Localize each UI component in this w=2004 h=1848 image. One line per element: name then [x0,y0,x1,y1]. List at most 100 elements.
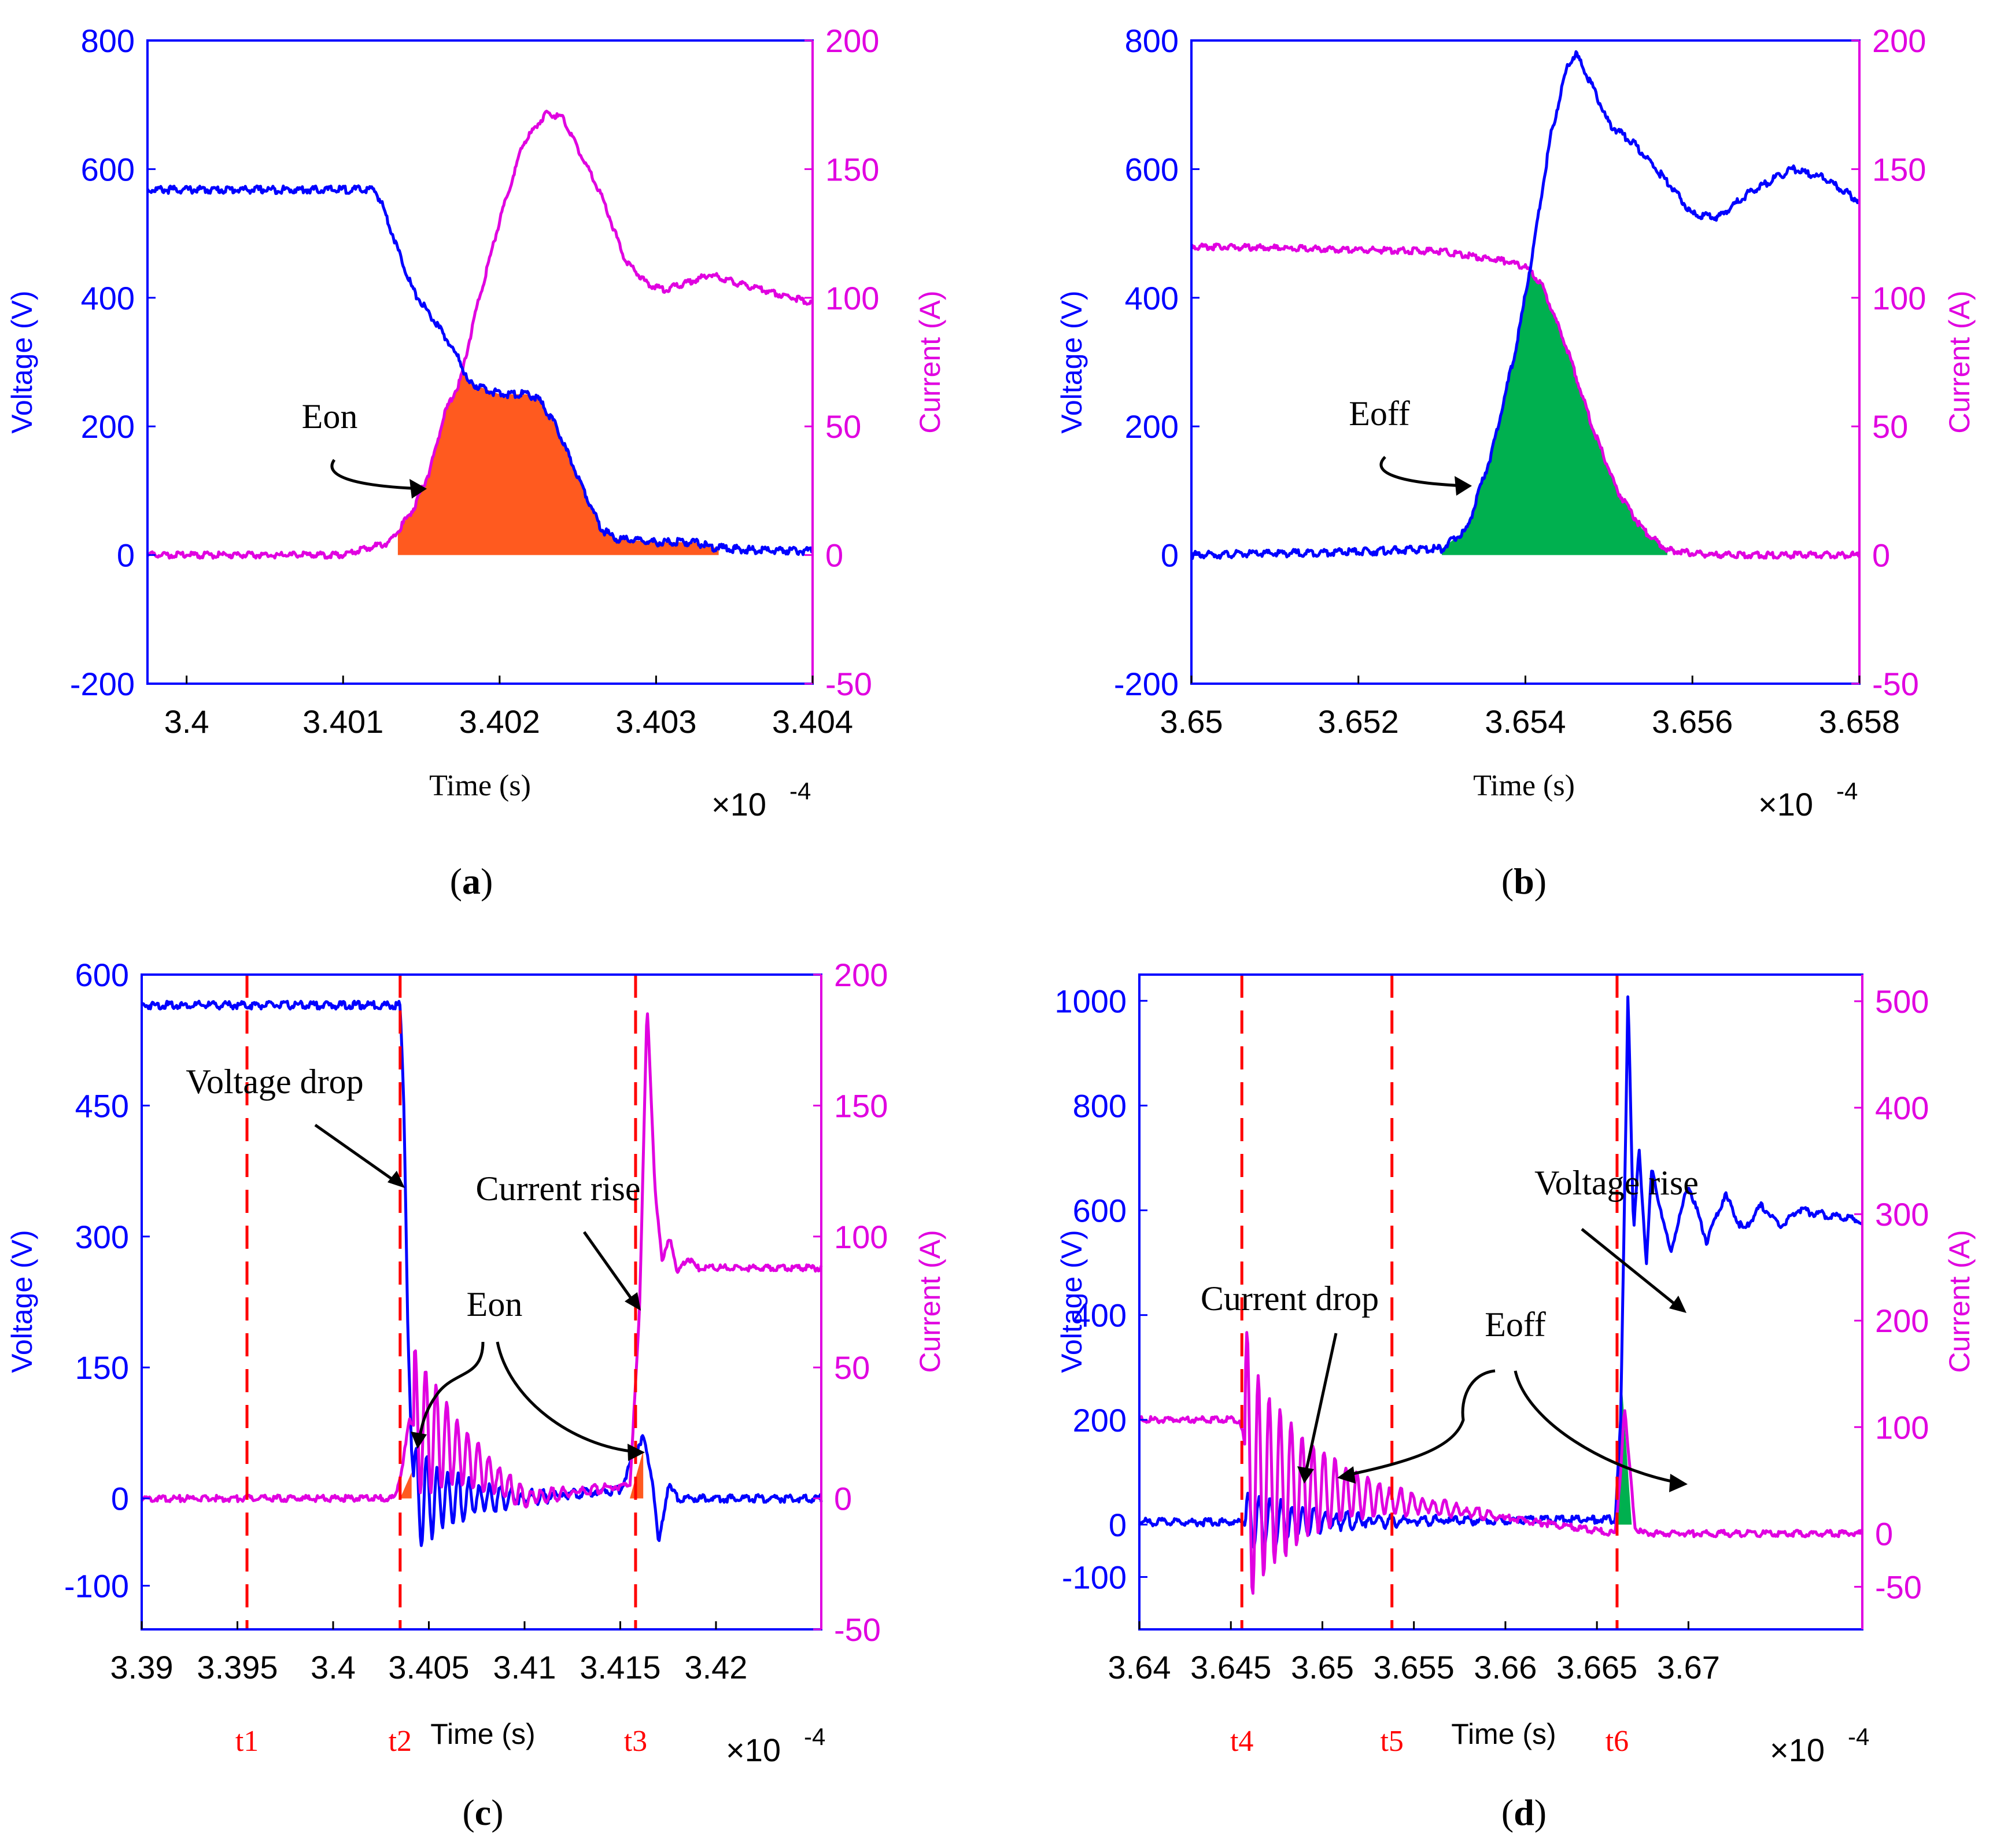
panel-a-eon-arrow [330,459,423,490]
panel-a-ytick-left-label-2: 200 [81,408,135,445]
panel-d-voltage-rise-arrow [1581,1228,1678,1307]
panel-c-ytick-right-label-2: 50 [834,1349,870,1386]
panel-d-exponent-base: ×10 [1770,1732,1825,1768]
panel-b-eoff-arrow [1379,456,1467,488]
panel-b-ylabel-left: Voltage (V) [1055,290,1088,433]
panel-a-ytick-left-label-1: 0 [117,537,135,574]
panel-d-ylabel-left: Voltage (V) [1055,1230,1088,1373]
panel-c: t1 t2 t3 3.39 3.395 3.4 3.405 3.41 3.415 3.42 -100… [6,957,946,1833]
panel-d-xtick-label-1: 3.645 [1190,1649,1271,1685]
panel-c-ytick-right-label-4: 150 [834,1087,888,1124]
panel-d-xtick-label-5: 3.665 [1556,1649,1637,1685]
panel-b-exponent: ×10 -4 [1758,777,1858,822]
panel-c-ytick-left-label-3: 300 [75,1219,129,1255]
panel-d-xtick-label-6: 3.67 [1657,1649,1720,1685]
panel-c-caption: (c) [462,1792,503,1833]
panel-c-current-rise-arrow [582,1231,635,1303]
panel-b-exponent-base: ×10 [1758,786,1813,822]
panel-a-ytick-left-label-5: 800 [81,23,135,59]
panel-c-ytick-left-label-1: 0 [111,1481,129,1517]
panel-d-current-drop-arrowhead [1297,1466,1314,1484]
panel-b-caption: (b) [1501,861,1547,902]
panel-c-xtick-label-4: 3.41 [493,1649,556,1685]
panel-a-exponent-base: ×10 [711,786,766,822]
panel-a-ytick-right-label-3: 100 [825,280,879,316]
panel-d-ytick-left-label-3: 400 [1073,1297,1127,1334]
panel-b-xtick-label-3: 3.656 [1652,703,1733,740]
panel-c-xlabel: Time (s) [430,1718,535,1750]
panel-c-ytick-left-label-5: 600 [75,957,129,993]
panel-c-ytick-left-label-4: 450 [75,1087,129,1124]
panel-c-ytick-right-label-0: -50 [834,1611,881,1648]
panel-c-eon-arrowhead-right [628,1444,645,1461]
panel-d-ytick-left-label-6: 1000 [1054,983,1127,1019]
panel-a-exponent: ×10 -4 [711,777,811,822]
panel-b-ytick-right-label-2: 50 [1872,408,1908,445]
panel-d-eoff-arrow-left [1347,1369,1496,1477]
panel-b-ylabel-right: Current (A) [1943,290,1976,433]
panel-a-ytick-right-label-1: 0 [825,537,843,574]
panel-b-ytick-left-label-4: 600 [1125,151,1179,187]
panel-c-xtick-label-6: 3.42 [684,1649,747,1685]
panel-d-xtick-label-2: 3.65 [1291,1649,1354,1685]
panel-a-caption-letter: a [462,861,481,902]
panel-b-xtick-label-4: 3.658 [1819,703,1900,740]
panel-c-current-rise-arrowhead [625,1292,641,1311]
panel-a-energy-fill [397,371,719,555]
panel-d-ytick-left-label-4: 600 [1073,1193,1127,1229]
panel-a-xtick-label-0: 3.4 [164,703,209,740]
panel-d-voltage-rise-arrowhead [1669,1296,1686,1313]
panel-d-ylabel-right: Current (A) [1943,1230,1976,1373]
panel-d-ytick-left-label-0: -100 [1062,1559,1127,1595]
panel-b-xtick-label-1: 3.652 [1318,703,1399,740]
panel-d-exponent: ×10 -4 [1770,1723,1869,1768]
panel-a-ylabel-right: Current (A) [914,290,946,433]
panel-d-marker-label-t4: t4 [1230,1725,1253,1758]
panel-b-ytick-left-label-2: 200 [1125,408,1179,445]
panel-d-caption: (d) [1501,1792,1547,1833]
panel-d-ytick-left-label-2: 200 [1073,1402,1127,1438]
panel-b-ytick-left-label-5: 800 [1125,23,1179,59]
panel-b-xtick-label-2: 3.654 [1485,703,1566,740]
panel-a-xtick-label-1: 3.401 [302,703,383,740]
panel-a-eon-label: Eon [302,397,358,436]
panel-a-current-line [146,109,814,560]
panel-c-ytick-left-label-0: -100 [64,1568,129,1604]
panel-b-ytick-right-label-1: 0 [1872,537,1890,574]
panel-c-exponent: ×10 -4 [726,1723,825,1768]
panel-c-marker-label-t1: t1 [235,1725,259,1758]
panel-d-ytick-left-label-5: 800 [1073,1087,1127,1124]
panel-d-eoff-label: Eoff [1485,1305,1546,1344]
panel-d-ytick-left-label-1: 0 [1109,1507,1127,1543]
panel-b-exponent-power: -4 [1836,777,1858,805]
panel-d-caption-letter: d [1514,1792,1534,1833]
panel-c-xtick-label-3: 3.405 [388,1649,469,1685]
panel-d-eoff-arrowhead-left [1337,1466,1356,1484]
panel-b-xtick-label-0: 3.65 [1160,703,1223,740]
panel-d-current-drop-arrow [1304,1333,1338,1473]
panel-c-ticks: t1 t2 t3 3.39 3.395 3.4 3.405 3.41 3.415 3.42 -100… [64,957,888,1758]
panel-c-ytick-right-label-3: 100 [834,1219,888,1255]
panel-d-xtick-label-0: 3.64 [1108,1649,1171,1685]
panel-a-caption: (a) [450,861,493,902]
panel-b: 3.65 3.652 3.654 3.656 3.658 -200 0 200 400 600 80… [1055,23,1976,902]
panel-c-marker-label-t3: t3 [624,1725,647,1758]
panel-d-marker-label-t6: t6 [1606,1725,1629,1758]
panel-b-xlabel: Time (s) [1473,769,1575,802]
panel-c-voltage-drop-arrow [314,1123,394,1182]
panel-c-xtick-label-1: 3.395 [197,1649,278,1685]
panel-c-exponent-power: -4 [804,1723,825,1750]
panel-a-xtick-label-3: 3.403 [615,703,696,740]
panel-c-ylabel-left: Voltage (V) [6,1230,38,1373]
panel-c-eon-label: Eon [467,1285,523,1323]
panel-c-exponent-base: ×10 [726,1732,781,1768]
panel-b-ytick-right-label-0: -50 [1872,666,1919,702]
panel-c-voltage-drop-arrowhead [387,1171,405,1188]
panel-d-voltage-rise-label: Voltage rise [1534,1164,1699,1202]
panel-d-ytick-right-label-6: 500 [1875,983,1929,1020]
panel-c-annotations: Voltage drop Eon Current rise [186,1063,645,1461]
panel-c-ytick-right-label-5: 200 [834,957,888,993]
panel-c-eon-arrowhead-left [411,1432,427,1449]
panel-a-xtick-label-2: 3.402 [459,703,540,740]
panel-a-curves [146,109,814,560]
